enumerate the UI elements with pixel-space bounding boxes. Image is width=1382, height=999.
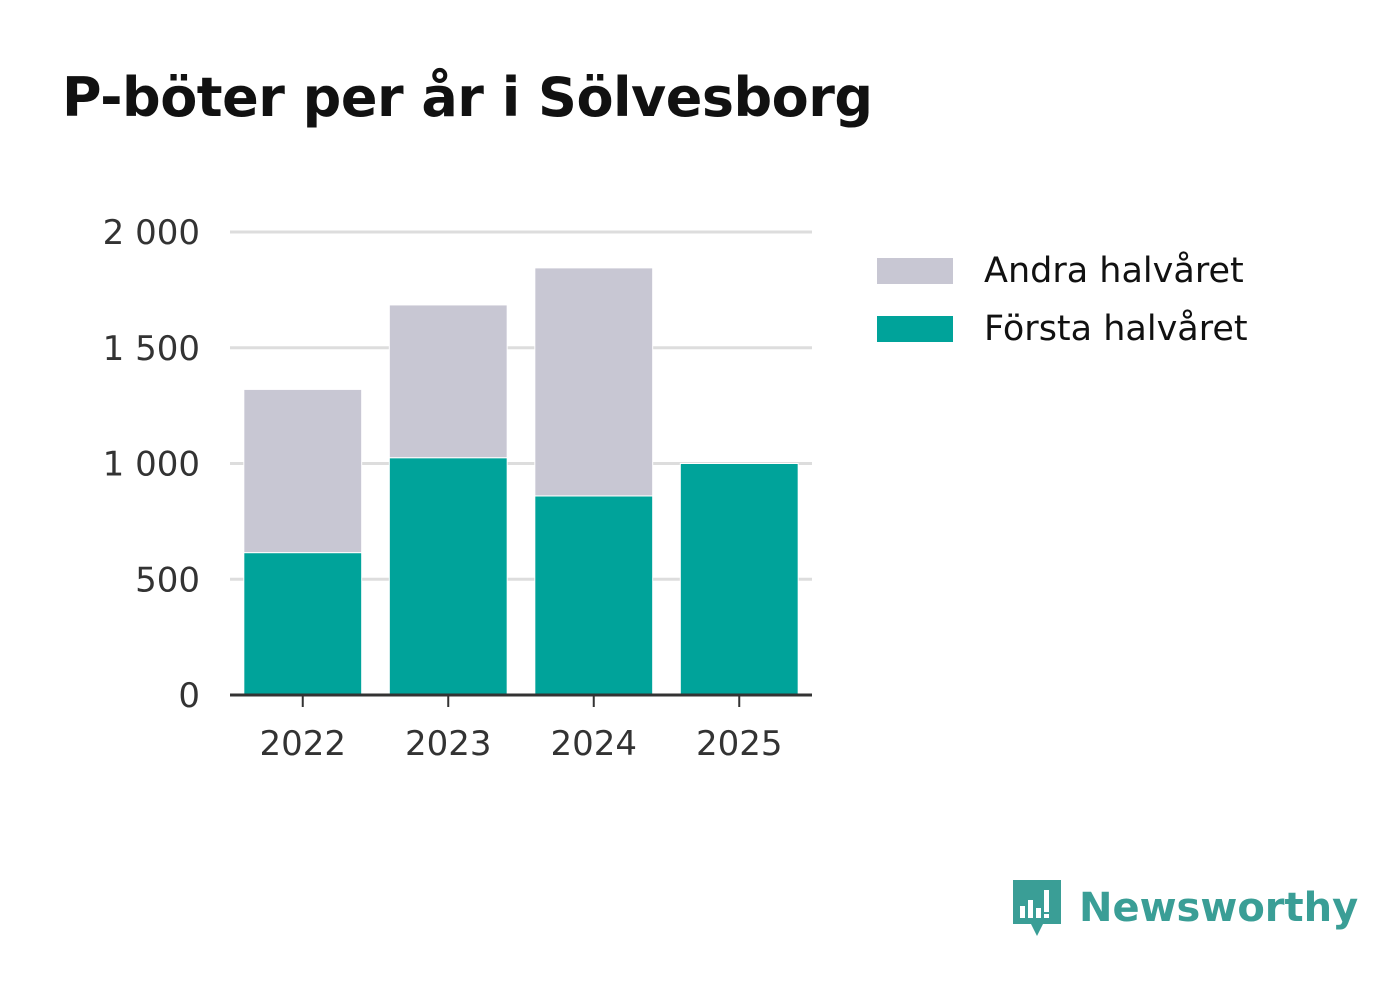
legend-label-second-half: Andra halvåret: [984, 251, 1244, 291]
x-tick-label: 2025: [696, 724, 783, 764]
legend-swatch-second-half: [877, 258, 953, 284]
legend-label-first-half: Första halvåret: [984, 309, 1248, 349]
bar-first-half: [388, 457, 508, 696]
bars: [243, 267, 799, 696]
x-tick-label: 2022: [259, 724, 346, 764]
bar-second-half: [534, 267, 654, 497]
brand-name: Newsworthy: [1079, 885, 1359, 931]
legend: Andra halvåret Första halvåret: [877, 242, 1248, 358]
y-axis-ticks: 0 500 1 000 1 500 2 000: [103, 213, 200, 716]
chart-title: P-böter per år i Sölvesborg: [62, 66, 873, 129]
x-axis: [230, 693, 812, 707]
brand: Newsworthy: [1011, 878, 1358, 938]
x-axis-ticks: 2022 2023 2024 2025: [259, 724, 782, 764]
y-tick-label: 1 500: [103, 329, 200, 369]
newsworthy-logo-icon: [1013, 880, 1061, 936]
bar-second-half: [388, 304, 508, 459]
y-tick-label: 0: [178, 676, 200, 716]
legend-item-first-half: Första halvåret: [877, 300, 1248, 358]
legend-item-second-half: Andra halvåret: [877, 242, 1248, 300]
bar-first-half: [679, 463, 799, 696]
x-tick-label: 2024: [550, 724, 637, 764]
bar-second-half: [243, 388, 363, 554]
legend-swatch-first-half: [877, 316, 953, 342]
bar-first-half: [243, 552, 363, 696]
y-tick-label: 500: [135, 560, 200, 600]
y-tick-label: 1 000: [103, 445, 200, 485]
y-tick-label: 2 000: [103, 213, 200, 253]
bar-first-half: [534, 495, 654, 696]
x-tick-label: 2023: [405, 724, 492, 764]
